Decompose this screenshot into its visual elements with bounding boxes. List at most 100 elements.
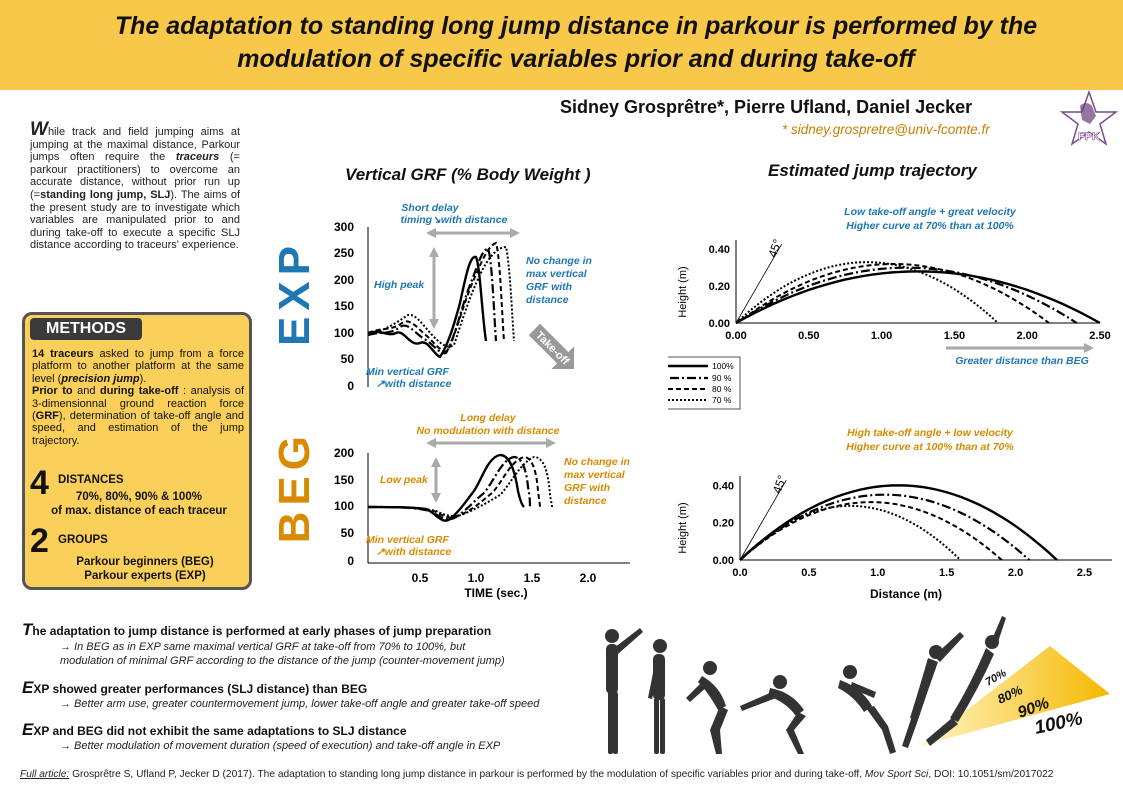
arrow-head: [426, 228, 436, 238]
exp-ytick: 100: [334, 326, 354, 340]
exp-note: Higher curve at 70% than at 100%: [846, 220, 1014, 232]
intro-text: While track and field jumping aims at ju…: [30, 120, 240, 252]
exp-timing: timing↘with distance: [401, 214, 508, 226]
exp-no-change: distance: [526, 294, 569, 306]
title-band: [0, 0, 1123, 90]
traj-ytick: 0.40: [709, 244, 730, 256]
traj-xtick: 0.00: [725, 330, 746, 342]
methods-part: ).: [139, 372, 147, 385]
methods-box: [22, 312, 252, 590]
traj-xtick: 1.0: [870, 567, 885, 579]
beg-ytick: 100: [334, 499, 354, 513]
traj-series-line: [735, 261, 999, 324]
takeoff-label: Take-off: [533, 329, 571, 367]
beg-long-delay: Long delay: [460, 412, 517, 424]
exp-note: Greater distance than BEG: [955, 355, 1089, 367]
beg-ytick: 50: [341, 526, 355, 540]
distances-detail: of max. distance of each traceur: [51, 505, 227, 517]
arrow-head: [1084, 343, 1094, 353]
legend-label: 90 %: [712, 373, 732, 383]
conclusion-cap: E: [22, 720, 34, 739]
conclusion-body: modulation of minimal GRF according to t…: [60, 655, 505, 667]
grf-xlabel: TIME (sec.): [464, 586, 527, 600]
methods-text: 14 traceurs asked to jump from a force p…: [32, 348, 244, 447]
intro-part: ). The aims of the present study are to …: [30, 188, 240, 252]
methods-part: during take-off: [100, 385, 179, 398]
exp-no-change: GRF with: [526, 281, 572, 293]
traj-xtick: 0.50: [798, 330, 819, 342]
distances-label: DISTANCES: [58, 474, 124, 486]
groups-number: 2: [30, 522, 49, 560]
traj-series-line: [739, 493, 1031, 561]
grf-heading: Vertical GRF (% Body Weight ): [345, 165, 591, 184]
beg-ylabel: Height (m): [677, 502, 689, 553]
traj-series-line: [739, 504, 962, 561]
beg-low-peak: Low peak: [380, 474, 429, 486]
beg-curve-100: [367, 453, 525, 522]
traj-legend: 100% 90 % 80 % 70 %: [668, 356, 741, 410]
exp-note: Low take-off angle + great velocity: [844, 206, 1017, 218]
traj-heading: Estimated jump trajectory: [768, 161, 977, 180]
exp-label: EXP: [270, 240, 319, 347]
traj-xtick: 2.50: [1089, 330, 1110, 342]
methods-part: Prior to: [32, 385, 73, 398]
traj-series-line: [735, 270, 1101, 325]
traj-xtick: 2.00: [1016, 330, 1037, 342]
conclusion-head: XP showed greater performances (SLJ dist…: [33, 682, 368, 696]
conclusion-body: → In BEG as in EXP same maximal vertical…: [60, 641, 466, 653]
beg-ytick: 200: [334, 446, 354, 460]
methods-heading: METHODS: [30, 318, 142, 340]
takeoff-arrow: Take-off: [528, 323, 575, 370]
distances-detail: 70%, 80%, 90% & 100%: [76, 491, 202, 503]
traj-series-line: [739, 501, 1003, 561]
exp-ytick: 50: [341, 352, 355, 366]
angle-45-label: 45°: [770, 473, 789, 495]
beg-curve-70: [367, 455, 553, 518]
angle-45-line: [735, 243, 782, 324]
legend-label: 100%: [712, 361, 734, 371]
legend-label: 80 %: [712, 384, 732, 394]
traj-xtick: 2.5: [1077, 567, 1092, 579]
conclusion-heading: EXP and BEG did not exhibit the same ada…: [22, 720, 407, 740]
traj-ytick: 0.00: [713, 555, 734, 567]
beg-xtick: 1.5: [524, 571, 541, 585]
email-link[interactable]: * sidney.grospretre@univ-fcomte.fr: [782, 122, 990, 137]
beg-no-change: No change in: [564, 456, 630, 468]
beg-no-mod: No modulation with distance: [417, 425, 560, 437]
beg-xtick: 0.5: [412, 571, 429, 585]
traj-xtick: 1.5: [939, 567, 954, 579]
athlete-silhouettes-icon: [605, 616, 1006, 754]
methods-part: GRF: [35, 410, 59, 423]
beg-xtick: 1.0: [468, 571, 485, 585]
footer-text: Grosprêtre S, Ufland P, Jecker D (2017).…: [69, 769, 865, 780]
exp-high-peak: High peak: [374, 279, 425, 291]
beg-label: BEG: [270, 430, 319, 544]
traj-ytick: 0.40: [713, 480, 734, 492]
beg-ytick: 150: [334, 473, 354, 487]
legend-label: 70 %: [712, 395, 732, 405]
methods-part: and: [72, 385, 100, 398]
exp-curve-70: [367, 245, 515, 348]
beg-no-change: distance: [564, 495, 607, 507]
beg-no-change: GRF with: [564, 482, 610, 494]
conclusion-heading: EXP showed greater performances (SLJ dis…: [22, 678, 367, 698]
arrow-head: [510, 228, 520, 238]
traj-ytick: 0.20: [713, 518, 734, 530]
exp-ylabel: Height (m): [677, 266, 689, 317]
methods-part: : analysis of 3-dimensionnal ground reac…: [32, 385, 245, 423]
exp-ytick: 150: [334, 299, 354, 313]
beg-ytick: 0: [347, 554, 354, 568]
methods-part: precision jump: [61, 372, 140, 385]
fpk-logo-icon: FPK: [1059, 89, 1119, 146]
exp-min2: ↗with distance: [376, 378, 451, 390]
traj-xtick: 2.0: [1008, 567, 1023, 579]
exp-curve-90: [367, 247, 498, 355]
groups-detail: Parkour beginners (BEG): [76, 556, 214, 568]
arrow-head: [426, 438, 436, 448]
exp-ytick: 0: [347, 379, 354, 393]
beg-min: Min vertical GRF: [366, 534, 449, 546]
conclusion-cap: T: [22, 620, 33, 639]
exp-ytick: 200: [334, 273, 354, 287]
beg-yticks: 200 150 100 50 0: [334, 446, 354, 568]
beg-xticks: 0.5 1.0 1.5 2.0: [412, 571, 597, 585]
